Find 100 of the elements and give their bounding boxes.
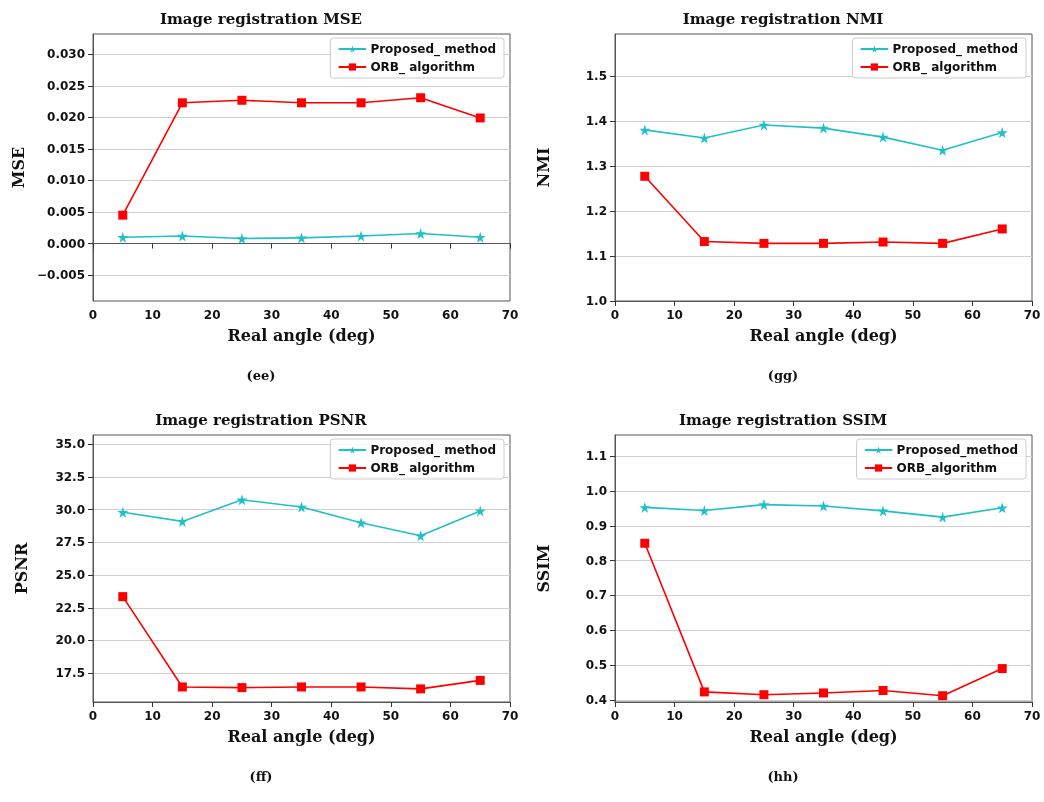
point xyxy=(416,93,426,103)
legend-label: Proposed_ method xyxy=(370,443,497,458)
point xyxy=(118,210,128,220)
point xyxy=(758,499,770,511)
y-tick-label: 0.5 xyxy=(585,658,607,673)
x-tick-label: 20 xyxy=(203,709,221,723)
y-tick-label: 0.030 xyxy=(47,47,85,62)
x-tick-label: 30 xyxy=(785,709,803,723)
x-tick-label: 70 xyxy=(501,308,519,322)
legend-label: ORB_ algorithm xyxy=(892,60,998,75)
text: (hh) xyxy=(767,769,799,784)
point xyxy=(699,687,709,697)
y-tick-label: 1.1 xyxy=(585,449,607,464)
point xyxy=(878,237,888,247)
chart-title: Image registration MSE xyxy=(159,9,363,28)
y-tick-label: 0.9 xyxy=(585,518,607,533)
point xyxy=(296,232,307,244)
legend-label: ORB_algorithm xyxy=(896,461,998,476)
x-tick-label: 10 xyxy=(666,308,683,322)
x-axis-title: Real angle (deg) xyxy=(227,325,376,345)
x-tick-label: 70 xyxy=(501,709,519,723)
y-tick-label: 1.3 xyxy=(585,158,607,173)
text: (ee) xyxy=(246,368,276,383)
y-tick-label: 0.020 xyxy=(47,110,85,125)
point xyxy=(118,592,128,602)
point xyxy=(877,131,889,143)
point xyxy=(237,683,247,693)
point xyxy=(177,98,187,108)
chart-title: Image registration PSNR xyxy=(155,410,368,429)
point xyxy=(117,231,129,243)
x-tick-label: 60 xyxy=(964,308,981,322)
point xyxy=(355,230,367,242)
x-axis-title: Real angle (deg) xyxy=(749,325,898,345)
point xyxy=(355,517,367,529)
y-tick-label: 1.4 xyxy=(585,113,607,128)
x-axis-title: Real angle (deg) xyxy=(749,726,898,746)
legend-label: Proposed_ method xyxy=(892,42,1019,57)
x-tick-label: 0 xyxy=(88,308,98,322)
y-tick-label: 0.010 xyxy=(47,173,85,188)
point xyxy=(639,501,651,513)
x-tick-label: 50 xyxy=(904,308,922,322)
point xyxy=(698,505,710,517)
y-axis-title: MSE xyxy=(8,146,28,189)
x-tick-label: 40 xyxy=(322,709,340,723)
point xyxy=(415,530,427,542)
x-tick-label: 0 xyxy=(610,308,620,322)
x-axis-title: Real angle (deg) xyxy=(227,726,376,746)
y-tick-label: 1.0 xyxy=(585,484,607,499)
x-tick-label: 40 xyxy=(844,709,862,723)
x-tick-label: 60 xyxy=(442,308,459,322)
y-tick-label: 1.1 xyxy=(585,248,607,263)
point xyxy=(474,505,486,517)
y-tick-label: 30.0 xyxy=(55,502,85,517)
x-tick-label: 10 xyxy=(666,709,683,723)
x-tick-label: 0 xyxy=(610,709,620,723)
point xyxy=(759,690,769,700)
y-tick-label: 1.5 xyxy=(585,68,607,83)
point xyxy=(415,227,427,239)
point xyxy=(996,127,1008,139)
point xyxy=(819,688,828,698)
point xyxy=(640,538,650,548)
legend-label: Proposed_ method xyxy=(370,42,497,57)
point xyxy=(416,684,426,694)
y-tick-label: −0.005 xyxy=(36,268,85,283)
point xyxy=(818,122,829,134)
x-tick-label: 30 xyxy=(263,709,281,723)
point xyxy=(237,95,247,105)
y-axis-title: PSNR xyxy=(11,542,31,595)
point xyxy=(997,664,1007,674)
point xyxy=(297,98,306,108)
point xyxy=(699,237,709,247)
point xyxy=(356,682,366,692)
point xyxy=(117,506,129,518)
x-tick-label: 10 xyxy=(144,308,161,322)
text: (gg) xyxy=(767,368,799,383)
x-tick-label: 20 xyxy=(725,308,743,322)
point xyxy=(475,113,485,123)
x-tick-label: 50 xyxy=(904,709,922,723)
point xyxy=(356,98,366,108)
point xyxy=(297,682,306,692)
y-tick-label: 17.5 xyxy=(55,666,85,681)
x-tick-label: 30 xyxy=(785,308,803,322)
point xyxy=(698,132,710,144)
point xyxy=(878,686,888,696)
point xyxy=(818,500,829,512)
y-tick-label: 1.2 xyxy=(585,203,607,218)
point xyxy=(996,502,1008,514)
y-tick-label: 0.6 xyxy=(585,623,607,638)
x-tick-label: 0 xyxy=(88,709,98,723)
legend-label: ORB_ algorithm xyxy=(370,461,476,476)
y-tick-label: 1.0 xyxy=(585,294,607,308)
y-tick-label: 27.5 xyxy=(55,535,85,550)
y-tick-label: 0.4 xyxy=(585,692,607,707)
text: (ff) xyxy=(249,769,273,784)
y-tick-label: 35.0 xyxy=(55,437,85,452)
point xyxy=(937,144,949,156)
x-tick-label: 30 xyxy=(263,308,281,322)
point xyxy=(938,238,948,248)
legend-label: Proposed_method xyxy=(896,443,1018,458)
point xyxy=(475,675,485,685)
